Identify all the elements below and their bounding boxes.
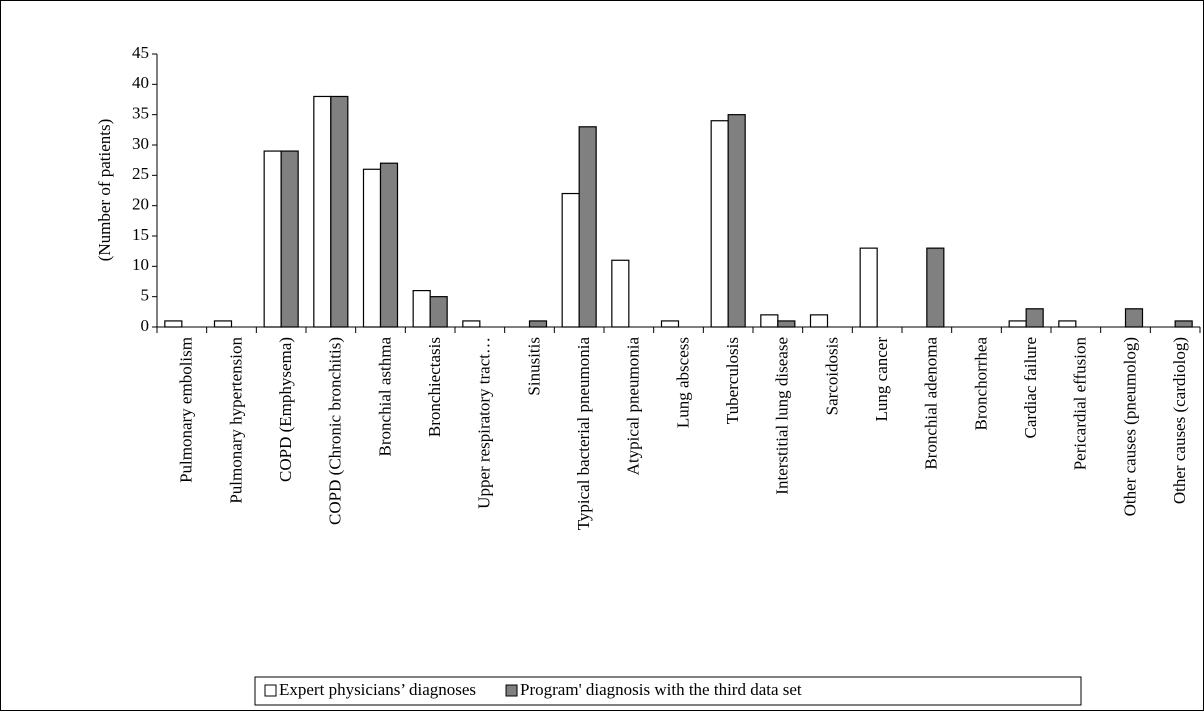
bar <box>926 247 945 328</box>
x-tick-label: Bronchorrhea <box>971 337 990 431</box>
y-tick-label: 5 <box>141 286 150 305</box>
x-tick-label: Pericardial effusion <box>1071 337 1090 471</box>
x-tick-label: Atypical pneumonia <box>624 337 643 476</box>
y-tick-label: 0 <box>141 316 150 335</box>
bar <box>760 314 779 328</box>
bar <box>809 314 829 328</box>
x-tick-label: Sinusitis <box>524 337 543 396</box>
bar <box>362 168 382 328</box>
x-tick-label: Bronchial asthma <box>375 337 394 457</box>
x-tick-label: Pulmonary hypertension <box>226 337 245 504</box>
bar <box>859 247 878 328</box>
x-tick-label: Lung cancer <box>872 337 891 422</box>
y-tick-label: 25 <box>132 164 149 183</box>
legend-swatch <box>264 684 277 697</box>
bar <box>561 192 580 328</box>
bar <box>280 150 299 328</box>
y-tick-label: 20 <box>132 195 149 214</box>
bar <box>263 150 282 328</box>
x-tick-label: Interstitial lung disease <box>773 337 792 495</box>
x-tick-label: Tuberculosis <box>723 337 742 424</box>
legend-swatch <box>505 684 518 697</box>
x-tick-label: Pulmonary embolism <box>177 337 196 483</box>
bar <box>330 95 349 328</box>
x-tick-label: COPD (Emphysema) <box>276 337 295 482</box>
x-tick-label: Cardiac failure <box>1021 337 1040 438</box>
x-tick-label: Sarcoidosis <box>822 337 841 415</box>
y-tick-label: 15 <box>132 225 149 244</box>
bar <box>578 126 597 328</box>
x-tick-label: Other causes (pneumolog) <box>1120 337 1139 516</box>
x-tick-label: Typical bacterial pneumonia <box>574 337 593 531</box>
bar <box>462 320 481 328</box>
bar <box>777 320 796 328</box>
bar <box>429 296 448 328</box>
bar <box>1174 320 1193 328</box>
x-tick-label: Bronchial adenoma <box>922 337 941 470</box>
legend-label: Expert physicians’ diagnoses <box>279 680 476 699</box>
bar <box>164 320 183 328</box>
legend-box <box>254 676 1082 706</box>
bar <box>213 320 233 328</box>
legend-label: Program' diagnosis with the third data s… <box>520 680 802 699</box>
bar <box>1124 308 1144 328</box>
bar <box>660 320 680 328</box>
x-tick-label: Lung abscess <box>673 337 692 428</box>
y-tick-label: 30 <box>132 134 149 153</box>
bar <box>528 320 548 328</box>
y-tick-label: 35 <box>132 104 149 123</box>
bar <box>1025 308 1044 328</box>
bar <box>727 114 746 328</box>
bar <box>379 162 399 328</box>
bar <box>313 95 332 328</box>
x-tick-label: COPD (Chronic bronchitis) <box>326 337 345 525</box>
x-tick-label: Other causes (cardiolog) <box>1170 337 1189 504</box>
bar <box>710 120 729 328</box>
bar <box>1008 320 1027 328</box>
y-tick-label: 45 <box>132 43 149 62</box>
bar <box>412 290 431 328</box>
bar <box>1058 320 1077 328</box>
x-tick-label: Bronchiectasis <box>425 337 444 437</box>
bar <box>611 259 630 328</box>
y-axis-label: (Number of patients) <box>95 119 114 262</box>
y-tick-label: 40 <box>132 73 149 92</box>
x-tick-label: Upper respiratory tract… <box>475 337 494 509</box>
y-tick-label: 10 <box>132 255 149 274</box>
